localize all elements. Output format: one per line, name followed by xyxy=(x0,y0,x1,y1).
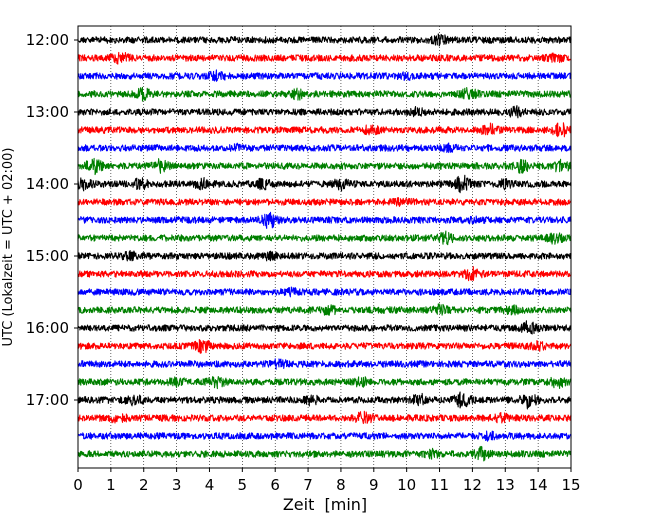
x-tick-label: 4 xyxy=(205,476,215,494)
seismogram-trace xyxy=(77,197,572,207)
y-tick-label: 14:00 xyxy=(26,175,69,193)
seismogram-trace xyxy=(77,142,572,154)
seismogram-trace xyxy=(77,320,572,335)
x-tick-label: 9 xyxy=(369,476,379,494)
seismogram-trace xyxy=(77,211,572,229)
x-tick-label: 2 xyxy=(139,476,149,494)
x-tick-label: 7 xyxy=(303,476,313,494)
seismogram-traces xyxy=(77,33,572,462)
seismogram-trace xyxy=(77,430,572,442)
y-axis-ticks: 12:00 13:00 14:00 15:00 16:00 17:00 xyxy=(26,31,78,409)
x-axis-ticks: 0 1 2 3 4 5 6 7 8 9 10 11 12 13 14 15 xyxy=(73,468,581,494)
seismogram-trace xyxy=(77,303,572,316)
y-tick-label: 17:00 xyxy=(26,391,69,409)
seismogram-trace xyxy=(77,445,572,462)
seismogram-trace xyxy=(77,105,572,119)
x-tick-label: 11 xyxy=(430,476,449,494)
seismogram-trace xyxy=(77,51,572,65)
x-tick-label: 8 xyxy=(336,476,346,494)
x-tick-label: 13 xyxy=(496,476,515,494)
seismogram-trace xyxy=(77,174,572,194)
x-tick-label: 15 xyxy=(561,476,580,494)
seismogram-trace xyxy=(77,266,572,282)
seismogram-trace xyxy=(77,250,572,262)
y-axis-label: UTC (Lokalzeit = UTC + 02:00) xyxy=(1,148,16,347)
y-tick-label: 15:00 xyxy=(26,247,69,265)
x-tick-label: 3 xyxy=(172,476,182,494)
seismogram-trace xyxy=(77,86,572,102)
x-tick-label: 14 xyxy=(529,476,548,494)
x-axis-label: Zeit [min] xyxy=(283,495,367,514)
seismogram-trace xyxy=(77,230,572,246)
seismogram-trace xyxy=(77,391,572,410)
seismogram-trace xyxy=(77,122,572,138)
seismogram-trace xyxy=(77,69,572,82)
y-tick-label: 16:00 xyxy=(26,319,69,337)
seismogram-trace xyxy=(77,286,572,298)
x-tick-label: 1 xyxy=(106,476,116,494)
x-tick-label: 6 xyxy=(270,476,280,494)
y-tick-label: 13:00 xyxy=(26,103,69,121)
y-tick-label: 12:00 xyxy=(26,31,69,49)
x-tick-label: 0 xyxy=(73,476,83,494)
x-tick-label: 10 xyxy=(397,476,416,494)
x-tick-label: 5 xyxy=(238,476,248,494)
seismogram-trace xyxy=(77,410,572,425)
seismogram-trace xyxy=(77,375,572,390)
plot-frame xyxy=(77,25,572,469)
seismogram-trace xyxy=(77,339,572,354)
seismogram-trace xyxy=(77,33,572,47)
x-tick-label: 12 xyxy=(463,476,482,494)
seismogram-trace xyxy=(77,157,572,176)
seismogram-trace xyxy=(77,358,572,370)
